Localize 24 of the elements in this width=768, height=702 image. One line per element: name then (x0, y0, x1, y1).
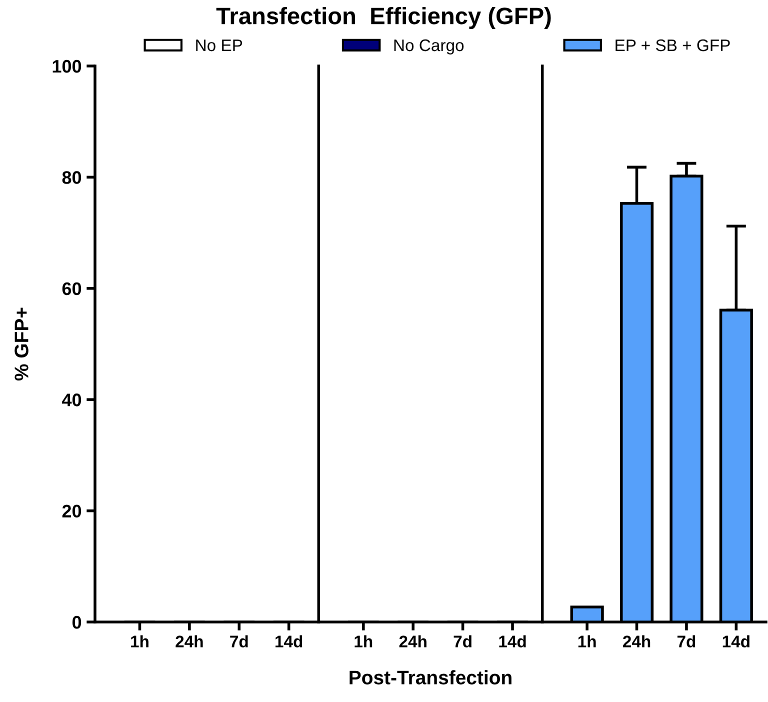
x-tick-label: 14d (499, 635, 526, 648)
y-axis-title: % GFP+ (14, 308, 28, 381)
y-tick-label: 0 (72, 616, 82, 629)
x-tick-label: 1h (131, 635, 148, 648)
x-tick-label: 14d (722, 635, 750, 648)
x-tick-label: 1h (578, 635, 596, 648)
x-tick-label: 24h (622, 635, 650, 648)
y-tick-label: 80 (62, 171, 82, 184)
y-tick-label: 100 (52, 60, 82, 73)
y-tick-label: 60 (62, 282, 82, 296)
legend-label: No Cargo (394, 39, 464, 54)
x-tick-label: 7d (230, 635, 248, 648)
x-axis-title: Post-Transfection (350, 670, 512, 684)
x-tick-label: 7d (677, 635, 696, 648)
legend-label: EP + SB + GFP (616, 39, 730, 52)
y-tick-label: 40 (62, 394, 82, 406)
legend-label: No EP (196, 40, 242, 52)
x-tick-label: 14d (276, 635, 302, 648)
x-tick-label: 24h (399, 635, 426, 648)
y-tick-label: 20 (62, 504, 82, 518)
text: Transfection Efficiency (GFP) (216, 6, 551, 30)
x-tick-label: 7d (454, 635, 472, 648)
x-tick-label: 24h (176, 635, 203, 648)
x-tick-label: 1h (354, 635, 372, 648)
